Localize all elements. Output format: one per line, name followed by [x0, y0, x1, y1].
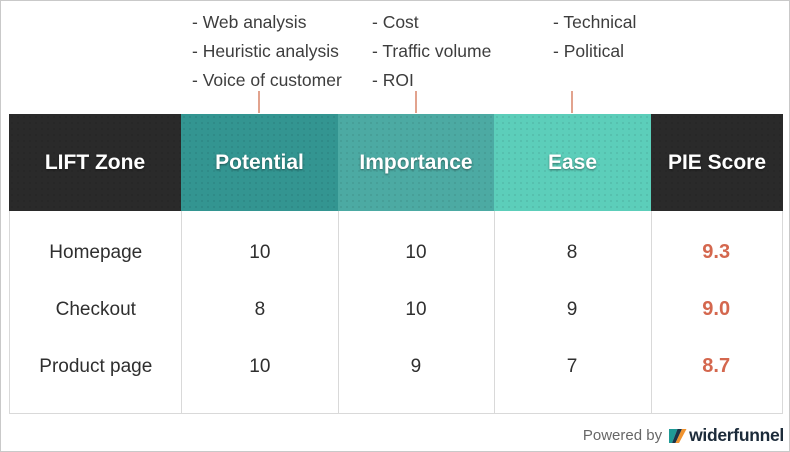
column-header-potential: Potential: [181, 114, 338, 211]
annotation-item: - Traffic volume: [372, 41, 492, 61]
column-header-ease: Ease: [494, 114, 651, 211]
column-divider: [494, 211, 495, 413]
annotation-item: - Voice of customer: [192, 70, 342, 90]
table-header-row: LIFT Zone Potential Importance Ease PIE …: [9, 114, 783, 211]
cell-pie-score: 9.0: [702, 298, 731, 320]
leader-line-importance: [415, 91, 417, 113]
annotation-item: - Political: [553, 41, 624, 61]
column-divider: [651, 211, 652, 413]
cell-importance: 10: [405, 241, 427, 263]
table-body: Homepage 10 10 8 9.3 Checkout 8 10 9 9.0…: [9, 211, 783, 414]
cell-potential: 8: [254, 298, 266, 320]
cell-importance: 10: [405, 298, 427, 320]
column-divider: [181, 211, 182, 413]
leader-line-ease: [571, 91, 573, 113]
widerfunnel-brandmark: widerfunnel: [669, 425, 784, 446]
widerfunnel-logo-icon: [669, 428, 687, 443]
annotation-item: - Heuristic analysis: [192, 41, 339, 61]
cell-potential: 10: [249, 241, 271, 263]
annotation-item: - Cost: [372, 12, 419, 32]
cell-pie-score: 8.7: [702, 355, 731, 377]
cell-importance: 9: [410, 355, 422, 377]
table-row-checkout: Checkout 8 10 9 9.0: [10, 281, 782, 338]
powered-by-widerfunnel-link[interactable]: Powered by widerfunnel: [583, 425, 784, 446]
table-row-homepage: Homepage 10 10 8 9.3: [10, 224, 782, 281]
cell-ease: 7: [566, 355, 578, 377]
annotation-item: - Web analysis: [192, 12, 307, 32]
pie-score-table: LIFT Zone Potential Importance Ease PIE …: [9, 114, 783, 414]
column-divider: [338, 211, 339, 413]
cell-potential: 10: [249, 355, 271, 377]
cell-ease: 9: [566, 298, 578, 320]
cell-lift-zone: Product page: [39, 355, 153, 377]
column-header-importance: Importance: [338, 114, 494, 211]
column-header-pie-score: PIE Score: [651, 114, 783, 211]
annotation-group-importance: - Cost - Traffic volume - ROI: [372, 8, 491, 95]
powered-by-label: Powered by: [582, 427, 663, 444]
column-header-lift-zone: LIFT Zone: [9, 114, 181, 211]
leader-line-potential: [258, 91, 260, 113]
cell-pie-score: 9.3: [702, 241, 731, 263]
annotation-group-potential: - Web analysis - Heuristic analysis - Vo…: [192, 8, 342, 95]
widerfunnel-wordmark: widerfunnel: [689, 425, 784, 445]
annotation-item: - Technical: [553, 12, 637, 32]
cell-lift-zone: Checkout: [55, 298, 136, 320]
table-row-product-page: Product page 10 9 7 8.7: [10, 338, 782, 395]
annotation-item: - ROI: [372, 70, 414, 90]
cell-ease: 8: [566, 241, 578, 263]
annotation-group-ease: - Technical - Political: [553, 8, 636, 66]
cell-lift-zone: Homepage: [49, 241, 143, 263]
